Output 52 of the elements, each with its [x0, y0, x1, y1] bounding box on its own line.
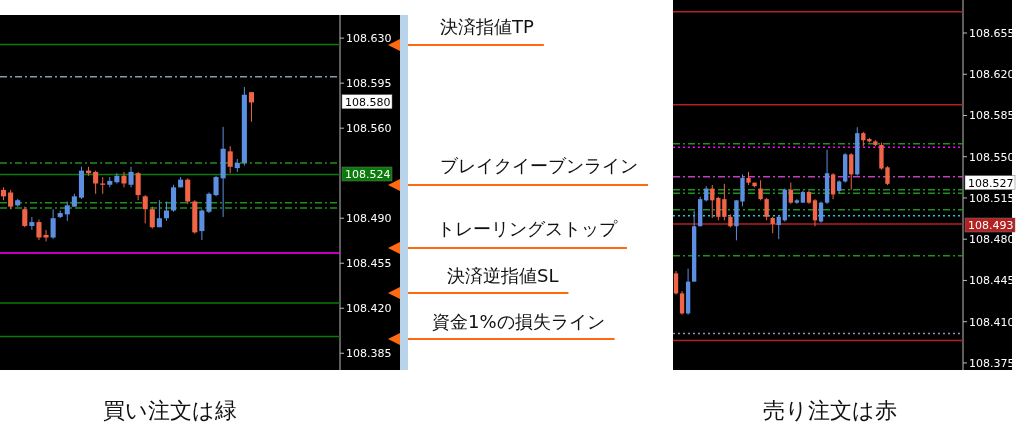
candlestick: [722, 183, 727, 221]
y-tick-label: 108.630: [346, 32, 392, 46]
candlestick: [812, 198, 818, 227]
candlestick: [170, 184, 177, 213]
candlestick: [142, 194, 148, 224]
candlestick: [128, 166, 134, 188]
y-tick-label: 108.585: [969, 109, 1015, 123]
candlestick: [163, 201, 170, 222]
candlestick: [199, 208, 205, 241]
candlestick: [8, 189, 14, 210]
y-tick-label: 108.375: [969, 356, 1015, 370]
text: 108.580: [345, 95, 391, 109]
y-tick-label: 108.515: [969, 191, 1015, 205]
candlestick: [135, 171, 141, 201]
text: 108.527: [968, 176, 1014, 190]
candlestick: [29, 216, 35, 231]
candlestick: [818, 201, 824, 224]
candlestick: [93, 170, 99, 195]
candlestick: [716, 196, 721, 221]
candlestick: [849, 152, 854, 191]
text: 108.524: [345, 168, 391, 181]
candlestick: [830, 172, 836, 200]
candlestick: [248, 91, 255, 123]
text: 108.493: [968, 219, 1014, 232]
candlestick: [764, 197, 769, 221]
y-tick-label: 108.595: [346, 77, 392, 91]
candlestick: [758, 179, 763, 201]
y-tick-label: 108.420: [346, 302, 392, 316]
candlestick: [64, 201, 70, 222]
candlestick: [50, 208, 56, 240]
y-tick-label: 108.455: [346, 257, 392, 271]
candlestick: [673, 270, 679, 296]
candlestick: [121, 171, 127, 188]
y-tick-label: 108.445: [969, 274, 1015, 288]
candlestick: [227, 145, 233, 174]
text: 決済逆指値SL: [447, 265, 559, 286]
candlestick: [788, 182, 793, 205]
y-tick-label: 108.560: [346, 122, 392, 136]
candlestick: [156, 199, 162, 228]
candlestick: [185, 177, 191, 205]
y-tick-label: 108.385: [346, 347, 392, 361]
candlestick: [679, 290, 685, 316]
y-tick-label: 108.655: [969, 26, 1015, 40]
text: 資金1%の損失ライン: [432, 311, 605, 332]
candlestick: [149, 206, 155, 230]
text: トレーリングストップ: [437, 218, 618, 239]
text: ブレイクイーブンライン: [440, 155, 638, 176]
text: 買い注文は緑: [103, 398, 237, 423]
y-tick-label: 108.490: [346, 212, 392, 226]
text: 売り注文は赤: [763, 398, 897, 423]
candlestick: [22, 206, 28, 228]
text: 決済指値TP: [440, 16, 534, 37]
